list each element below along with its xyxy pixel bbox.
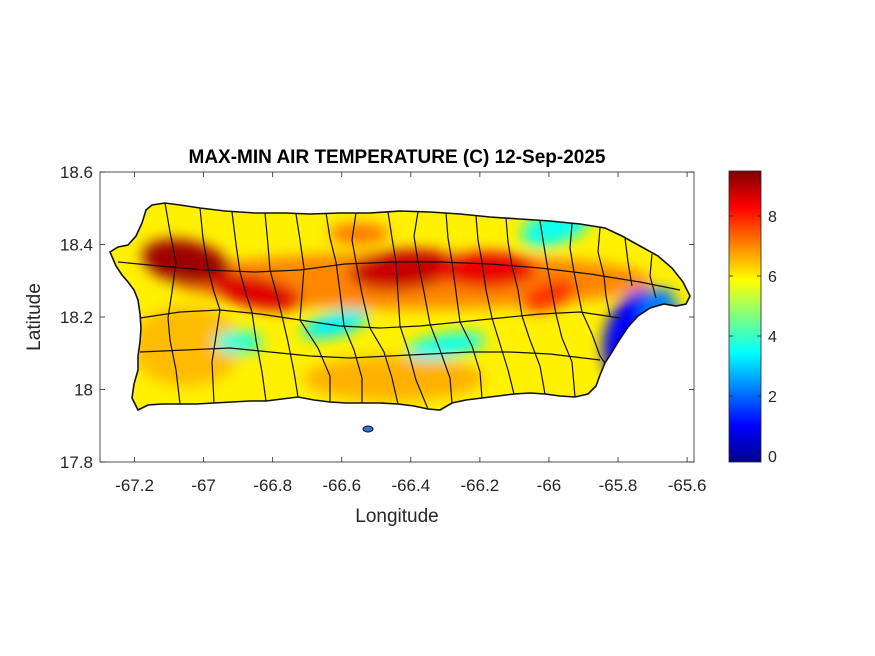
cold-spot — [301, 309, 368, 339]
municipality-border — [399, 325, 429, 410]
municipality-border — [281, 315, 299, 398]
chart-title: MAX-MIN AIR TEMPERATURE (C) 12-Sep-2025 — [189, 147, 606, 168]
x-tick-label: -66.6 — [322, 476, 361, 495]
municipality-border — [269, 269, 283, 317]
municipality-border — [211, 309, 221, 404]
x-tick-label: -65.6 — [668, 476, 707, 495]
municipality-border — [581, 311, 606, 364]
municipality-border — [624, 237, 633, 287]
municipality-border — [231, 211, 241, 273]
x-axis-label: Longitude — [355, 506, 438, 527]
x-tick-label: -67 — [191, 476, 216, 495]
y-tick-label: 18.4 — [60, 236, 93, 255]
municipality-border — [429, 323, 453, 404]
x-axis: -67.2 -67 -66.8 -66.6 -66.4 -66.2 -66 -65.8 -65.… — [115, 172, 706, 495]
municipality-border — [511, 265, 523, 317]
municipality-border — [239, 271, 253, 313]
municipality-border — [299, 319, 331, 402]
municipality-boundaries — [108, 202, 691, 433]
y-tick-label: 17.8 — [60, 453, 93, 472]
municipality-border — [139, 347, 601, 361]
hot-spot — [349, 249, 459, 291]
colorbar-tick-label: 8 — [768, 209, 777, 226]
municipality-border — [603, 275, 611, 317]
warm-southwest — [131, 306, 242, 386]
colorbar — [728, 170, 762, 463]
municipality-border — [539, 220, 549, 271]
municipality-border — [355, 261, 371, 329]
hot-spot — [208, 273, 303, 311]
municipality-border — [207, 267, 221, 311]
municipality-border — [387, 211, 397, 263]
municipality-border — [343, 325, 363, 403]
municipality-border — [117, 261, 681, 291]
municipality-border — [395, 261, 401, 327]
warm-south — [303, 356, 484, 401]
municipality-border — [475, 215, 483, 263]
municipality-border — [649, 253, 657, 299]
municipality-border — [413, 211, 419, 263]
colorbar-tick-label: 4 — [768, 329, 777, 346]
y-axis-label: Latitude — [24, 283, 45, 351]
municipality-border — [459, 321, 483, 399]
y-tick-label: 18.2 — [60, 308, 93, 327]
municipality-border — [369, 327, 399, 405]
colorbar-tick-label: 0 — [768, 449, 777, 466]
municipality-border — [167, 317, 181, 405]
hot-spot — [522, 278, 576, 312]
municipality-border — [325, 212, 337, 263]
x-tick-label: -66.2 — [461, 476, 500, 495]
hot-spot — [142, 239, 231, 287]
municipality-border — [445, 212, 453, 263]
municipality-border — [451, 261, 461, 323]
municipality-border — [335, 261, 345, 327]
municipality-border — [351, 212, 357, 263]
municipality-border — [417, 261, 431, 325]
hot-spot — [436, 251, 537, 288]
municipality-border — [569, 223, 575, 273]
municipality-border — [521, 315, 546, 395]
x-tick-label: -66.4 — [391, 476, 430, 495]
colorbar-tick-label: 2 — [768, 389, 777, 406]
offshore-islet — [362, 425, 374, 433]
municipality-border — [295, 213, 305, 269]
municipality-border — [481, 261, 493, 319]
y-tick-label: 18.6 — [60, 163, 93, 182]
municipality-border — [547, 269, 557, 315]
x-tick-label: -66.8 — [253, 476, 292, 495]
x-tick-label: -65.8 — [599, 476, 638, 495]
municipality-border — [597, 227, 605, 277]
y-axis: 17.8 18 18.2 18.4 18.6 — [60, 163, 694, 472]
municipality-border — [264, 212, 271, 271]
municipality-border — [199, 207, 209, 269]
hot-spot — [329, 223, 390, 244]
municipality-border — [251, 311, 267, 402]
island-coastline — [108, 202, 691, 412]
cold-spot — [405, 332, 485, 360]
municipality-border — [491, 317, 515, 395]
municipality-border — [167, 261, 177, 319]
municipality-border — [299, 267, 305, 321]
municipality-border — [505, 217, 513, 267]
colorbar-ticks: 0 2 4 6 8 — [729, 209, 777, 466]
x-tick-label: -66 — [537, 476, 562, 495]
x-tick-label: -67.2 — [115, 476, 154, 495]
municipality-border — [573, 271, 583, 313]
municipality-border — [555, 313, 576, 398]
municipality-border — [164, 202, 177, 263]
y-tick-label: 18 — [74, 381, 93, 400]
colorbar-tick-label: 6 — [768, 269, 777, 286]
